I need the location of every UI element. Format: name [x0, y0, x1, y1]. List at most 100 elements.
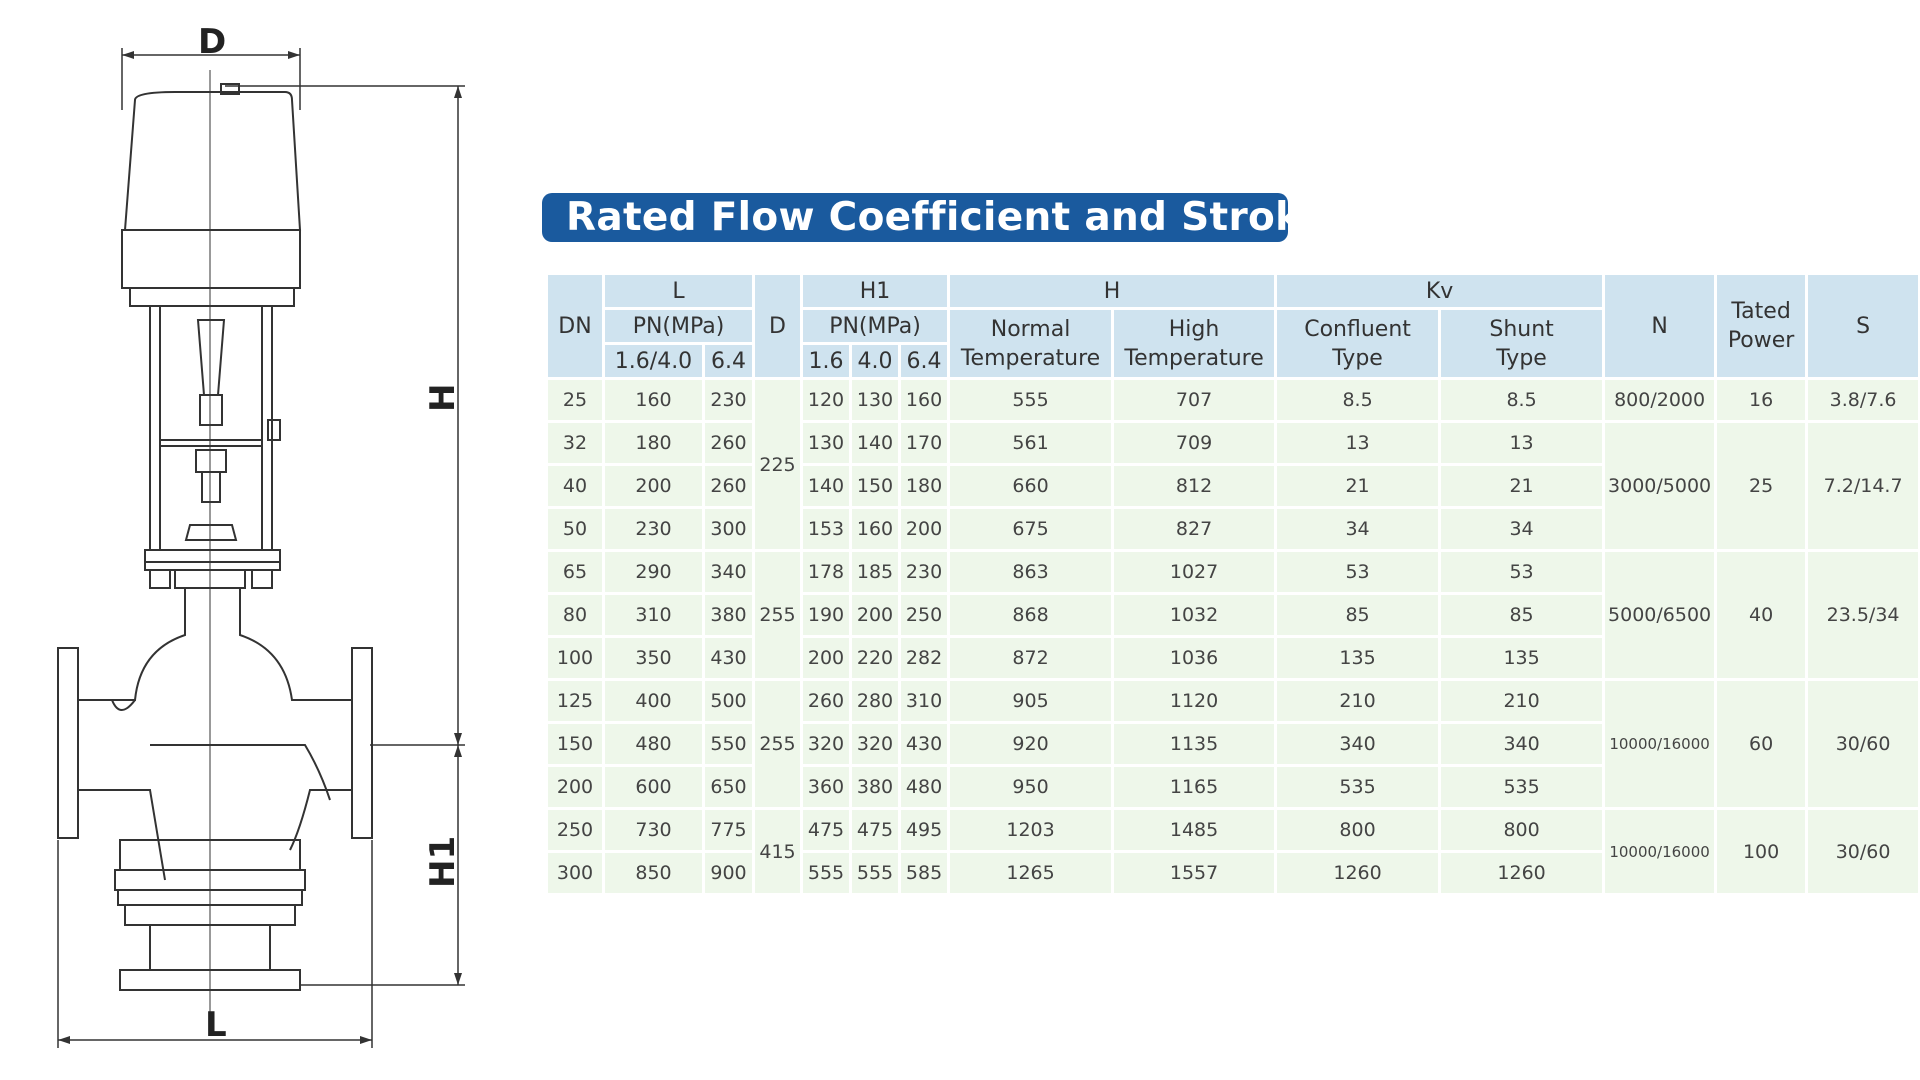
- cell-h-high: 1165: [1114, 767, 1275, 807]
- cell-h1-a: 153: [803, 509, 850, 549]
- header-h1-a: 1.6: [803, 345, 850, 377]
- table-row: 250 730 775 415 475 475 495 1203 1485 80…: [548, 810, 1919, 893]
- cell-l-a: 160: [605, 380, 702, 420]
- cell-power-group: 60: [1717, 681, 1806, 807]
- actuator-top-nut: [220, 83, 240, 95]
- table-row: 25 160 230 225 120 130 160 555 707 8.5 8…: [548, 380, 1919, 549]
- cell-kv-confluent: 340: [1277, 724, 1439, 764]
- header-h1-pn: PN(MPa): [803, 310, 948, 342]
- cell-dn: 150: [548, 724, 602, 764]
- cell-l-b: 260: [705, 466, 753, 506]
- cell-h1-a: 260: [803, 681, 850, 721]
- table-row: 80 310 380 190 200 250 868 1032 85 85: [548, 595, 1918, 635]
- cell-kv-shunt: 535: [1441, 767, 1603, 807]
- cell-n-group: 3000/5000: [1605, 423, 1715, 549]
- cell-n-group: 10000/16000: [1605, 681, 1715, 807]
- header-h: H: [950, 275, 1275, 307]
- cell-l-a: 850: [605, 853, 702, 893]
- cell-l-a: 350: [605, 638, 702, 678]
- cell-h1-a: 120: [803, 380, 850, 420]
- table-row: 32 180 260 130 140 170 561 709 13 13 300…: [548, 423, 1919, 549]
- cell-l-b: 500: [705, 681, 753, 721]
- table-row: 50 230 300 153 160 200 675 827 34 34: [548, 509, 1918, 549]
- header-n: N: [1605, 275, 1715, 377]
- cell-h1-c: 495: [901, 810, 948, 850]
- cell-h1-a: 140: [803, 466, 850, 506]
- cell-h-high: 1485: [1114, 810, 1275, 850]
- cell-dn: 25: [548, 380, 602, 420]
- cell-dn: 32: [548, 423, 602, 463]
- cell-h1-b: 220: [852, 638, 899, 678]
- cell-dn: 65: [548, 552, 602, 592]
- table-row: 150 480 550 320 320 430 920 1135 340 340: [548, 724, 1918, 764]
- header-l: L: [605, 275, 753, 307]
- cell-dn: 80: [548, 595, 602, 635]
- cell-kv-shunt: 8.5: [1441, 380, 1603, 420]
- cell-h1-c: 170: [901, 423, 948, 463]
- cell-h1-a: 190: [803, 595, 850, 635]
- header-kv-shunt: Shunt Type: [1441, 310, 1603, 377]
- table-row: 40 200 260 140 150 180 660 812 21 21: [548, 466, 1918, 506]
- cell-l-b: 300: [705, 509, 753, 549]
- cell-l-a: 400: [605, 681, 702, 721]
- left-flange-shape: [57, 647, 79, 839]
- cell-n-group: 5000/6500: [1605, 552, 1715, 678]
- cell-kv-confluent: 800: [1277, 810, 1439, 850]
- cell-h-high: 812: [1114, 466, 1275, 506]
- cell-h1-c: 180: [901, 466, 948, 506]
- right-flange-shape: [351, 647, 373, 839]
- cell-dn: 250: [548, 810, 602, 850]
- header-l-pn: PN(MPa): [605, 310, 753, 342]
- cell-h1-c: 230: [901, 552, 948, 592]
- cell-h1-b: 150: [852, 466, 899, 506]
- header-h-high-line2: Temperature: [1124, 345, 1264, 371]
- cell-power-group: 25: [1717, 423, 1806, 549]
- header-h-high: High Temperature: [1114, 310, 1275, 377]
- cell-h1-b: 320: [852, 724, 899, 764]
- cell-h1-c: 160: [901, 380, 948, 420]
- cell-h1-c: 282: [901, 638, 948, 678]
- cell-h1-c: 480: [901, 767, 948, 807]
- cell-h-high: 1036: [1114, 638, 1275, 678]
- cell-kv-confluent: 85: [1277, 595, 1439, 635]
- header-kv-confluent: Confluent Type: [1277, 310, 1439, 377]
- cell-h1-a: 200: [803, 638, 850, 678]
- cell-kv-confluent: 34: [1277, 509, 1439, 549]
- header-h1-b: 4.0: [852, 345, 899, 377]
- dim-label-h: H: [423, 384, 463, 412]
- cell-s-group: 23.5/34: [1808, 552, 1919, 678]
- cell-kv-shunt: 21: [1441, 466, 1603, 506]
- cell-h1-a: 130: [803, 423, 850, 463]
- cell-kv-shunt: 135: [1441, 638, 1603, 678]
- cell-kv-shunt: 53: [1441, 552, 1603, 592]
- cell-h-normal: 863: [950, 552, 1112, 592]
- cell-h1-a: 320: [803, 724, 850, 764]
- cell-h-high: 1135: [1114, 724, 1275, 764]
- cell-l-a: 180: [605, 423, 702, 463]
- cell-h1-c: 585: [901, 853, 948, 893]
- cell-kv-shunt: 85: [1441, 595, 1603, 635]
- cell-h-normal: 920: [950, 724, 1112, 764]
- cell-h-high: 827: [1114, 509, 1275, 549]
- cell-h-normal: 555: [950, 380, 1112, 420]
- cell-h1-c: 250: [901, 595, 948, 635]
- header-d: D: [755, 275, 801, 377]
- cell-kv-shunt: 210: [1441, 681, 1603, 721]
- cell-h1-b: 140: [852, 423, 899, 463]
- cell-dn: 300: [548, 853, 602, 893]
- cell-h-normal: 1265: [950, 853, 1112, 893]
- cell-h1-b: 475: [852, 810, 899, 850]
- cell-h1-b: 555: [852, 853, 899, 893]
- cell-h-normal: 1203: [950, 810, 1112, 850]
- cell-h-normal: 660: [950, 466, 1112, 506]
- cell-s-group: 30/60: [1808, 681, 1919, 807]
- cell-s-group: 30/60: [1808, 810, 1919, 893]
- cell-l-b: 900: [705, 853, 753, 893]
- dim-label-h1: H1: [423, 836, 463, 888]
- table-row: 100 350 430 200 220 282 872 1036 135 135: [548, 638, 1918, 678]
- cell-d-group: 255: [755, 552, 801, 678]
- cell-d-group: 255: [755, 681, 801, 807]
- cell-l-b: 550: [705, 724, 753, 764]
- spec-table: DN L D H1 H Kv N Tated Power S PN(MPa) P…: [545, 272, 1920, 896]
